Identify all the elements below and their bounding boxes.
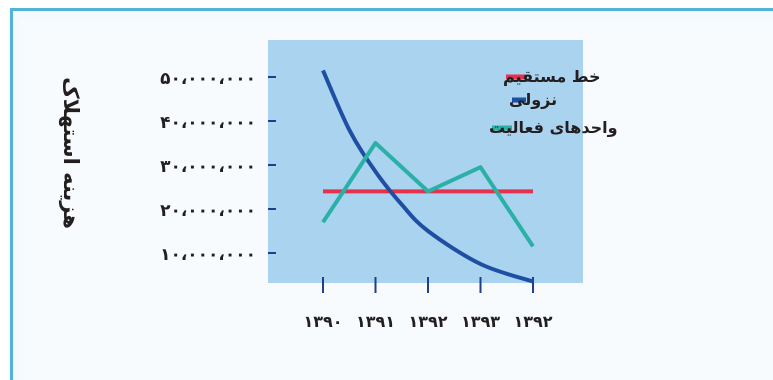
legend-label: نزولی [509, 90, 557, 109]
y-tick-label: ۲۰،۰۰۰،۰۰۰ [160, 201, 256, 221]
y-tick-label: ۴۰،۰۰۰،۰۰۰ [160, 113, 256, 133]
legend: خط مستقیم نزولی واحدهای فعالیت [489, 67, 618, 137]
x-tick-label: ۱۳۹۲ [513, 312, 552, 331]
series-line [321, 69, 534, 284]
x-tick-label: ۱۳۹۱ [356, 312, 395, 331]
x-tick-label: ۱۳۹۳ [461, 312, 500, 331]
y-axis: ۵۰،۰۰۰،۰۰۰ ۴۰،۰۰۰،۰۰۰ ۳۰،۰۰۰،۰۰۰ ۲۰،۰۰۰،۰۰۰… [160, 69, 276, 265]
y-tick-label: ۱۰،۰۰۰،۰۰۰ [160, 245, 256, 265]
y-tick-label: ۵۰،۰۰۰،۰۰۰ [160, 69, 256, 89]
legend-label: واحدهای فعالیت [489, 118, 618, 137]
x-tick-label: ۱۳۹۲ [408, 312, 447, 331]
x-tick-label: ۱۳۹۰ [303, 312, 342, 331]
legend-label: خط مستقیم [503, 67, 601, 86]
y-axis-label: هزینه استهلاک [59, 77, 83, 229]
y-tick-label: ۳۰،۰۰۰،۰۰۰ [160, 157, 256, 177]
series-line [321, 141, 535, 248]
series-layer [321, 69, 535, 284]
x-axis: ۱۳۹۰ ۱۳۹۱ ۱۳۹۲ ۱۳۹۳ ۱۳۹۲ [303, 277, 553, 331]
